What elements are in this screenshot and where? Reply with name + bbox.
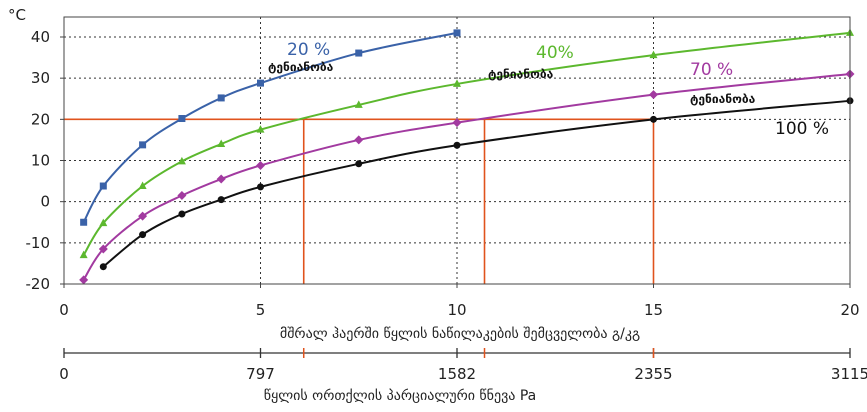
data-point (138, 181, 147, 190)
x2-tick-label: 1582 (438, 365, 476, 383)
data-point (650, 115, 657, 123)
data-point (452, 118, 462, 128)
data-point (256, 160, 265, 170)
data-point (453, 79, 461, 87)
series-line (102, 99, 851, 268)
x-tick-label: 15 (644, 301, 663, 319)
x2-axis-label: წყლის ორთქლის პარციალური წნევა Pa (264, 387, 536, 404)
series-sublabel-20: ტენიანობა (268, 60, 334, 74)
series-label-70: 70 % (690, 60, 733, 80)
data-point (177, 156, 186, 165)
data-point (99, 263, 107, 271)
x-tick-label: 20 (840, 301, 859, 319)
x-tick-label: 10 (447, 301, 466, 319)
series-label-20: 20 % (287, 40, 330, 60)
data-point (649, 50, 658, 59)
data-point (217, 94, 225, 102)
grid (64, 17, 850, 284)
data-point (138, 211, 148, 221)
data-point (99, 182, 107, 190)
axes: -20 -10 0 10 20 30 40 0 5 10 15 20 0 797 1582 2355 3115 (26, 16, 867, 383)
y-tick-label: -20 (26, 275, 51, 293)
data-point (98, 244, 108, 254)
data-point (79, 250, 88, 259)
data-point (139, 231, 147, 239)
data-point (178, 115, 186, 123)
series-0 (80, 29, 461, 226)
x-tick-label: 5 (256, 301, 266, 319)
data-point (99, 218, 108, 227)
labels: °C 20 % ტენიანობა 40% ტენიანობა 70 % ტენ… (8, 6, 829, 404)
data-point (256, 125, 265, 133)
series-sublabel-70: ტენიანობა (690, 92, 756, 106)
data-point (217, 139, 226, 148)
series-label-100: 100 % (775, 119, 829, 139)
y-unit: °C (8, 6, 26, 24)
reference-lines (64, 118, 655, 284)
y-tick-label: 0 (40, 193, 50, 211)
data-point (354, 135, 364, 145)
data-point (355, 160, 363, 168)
x2-tick-label: 0 (59, 365, 69, 383)
data-point (453, 29, 461, 37)
data-point (453, 141, 461, 149)
y-tick-label: -10 (26, 234, 51, 252)
y-tick-label: 40 (31, 28, 50, 46)
data-point (355, 49, 363, 57)
data-point (257, 79, 264, 87)
x2-tick-label: 797 (246, 365, 275, 383)
series-layer (79, 28, 855, 285)
x2-tick-label: 3115 (831, 365, 867, 383)
data-point (139, 141, 147, 149)
x2-tick-label: 2355 (634, 365, 672, 383)
data-point (178, 210, 186, 218)
series-label-40: 40% (536, 43, 574, 63)
data-point (79, 275, 89, 285)
data-point (354, 100, 363, 108)
data-point (649, 90, 658, 100)
x-tick-label: 0 (59, 301, 69, 319)
data-point (257, 183, 264, 191)
y-tick-label: 20 (31, 110, 50, 128)
y-tick-label: 30 (31, 69, 50, 87)
data-point (216, 174, 226, 184)
data-point (177, 190, 187, 200)
data-point (80, 218, 88, 226)
series-sublabel-40: ტენიანობა (488, 67, 554, 81)
data-point (217, 196, 225, 204)
series-3 (99, 97, 854, 271)
x-axis-label: მშრალ ჰაერში წყლის ნაწილაკების შემცველობ… (280, 325, 640, 342)
y-tick-label: 10 (31, 152, 50, 170)
